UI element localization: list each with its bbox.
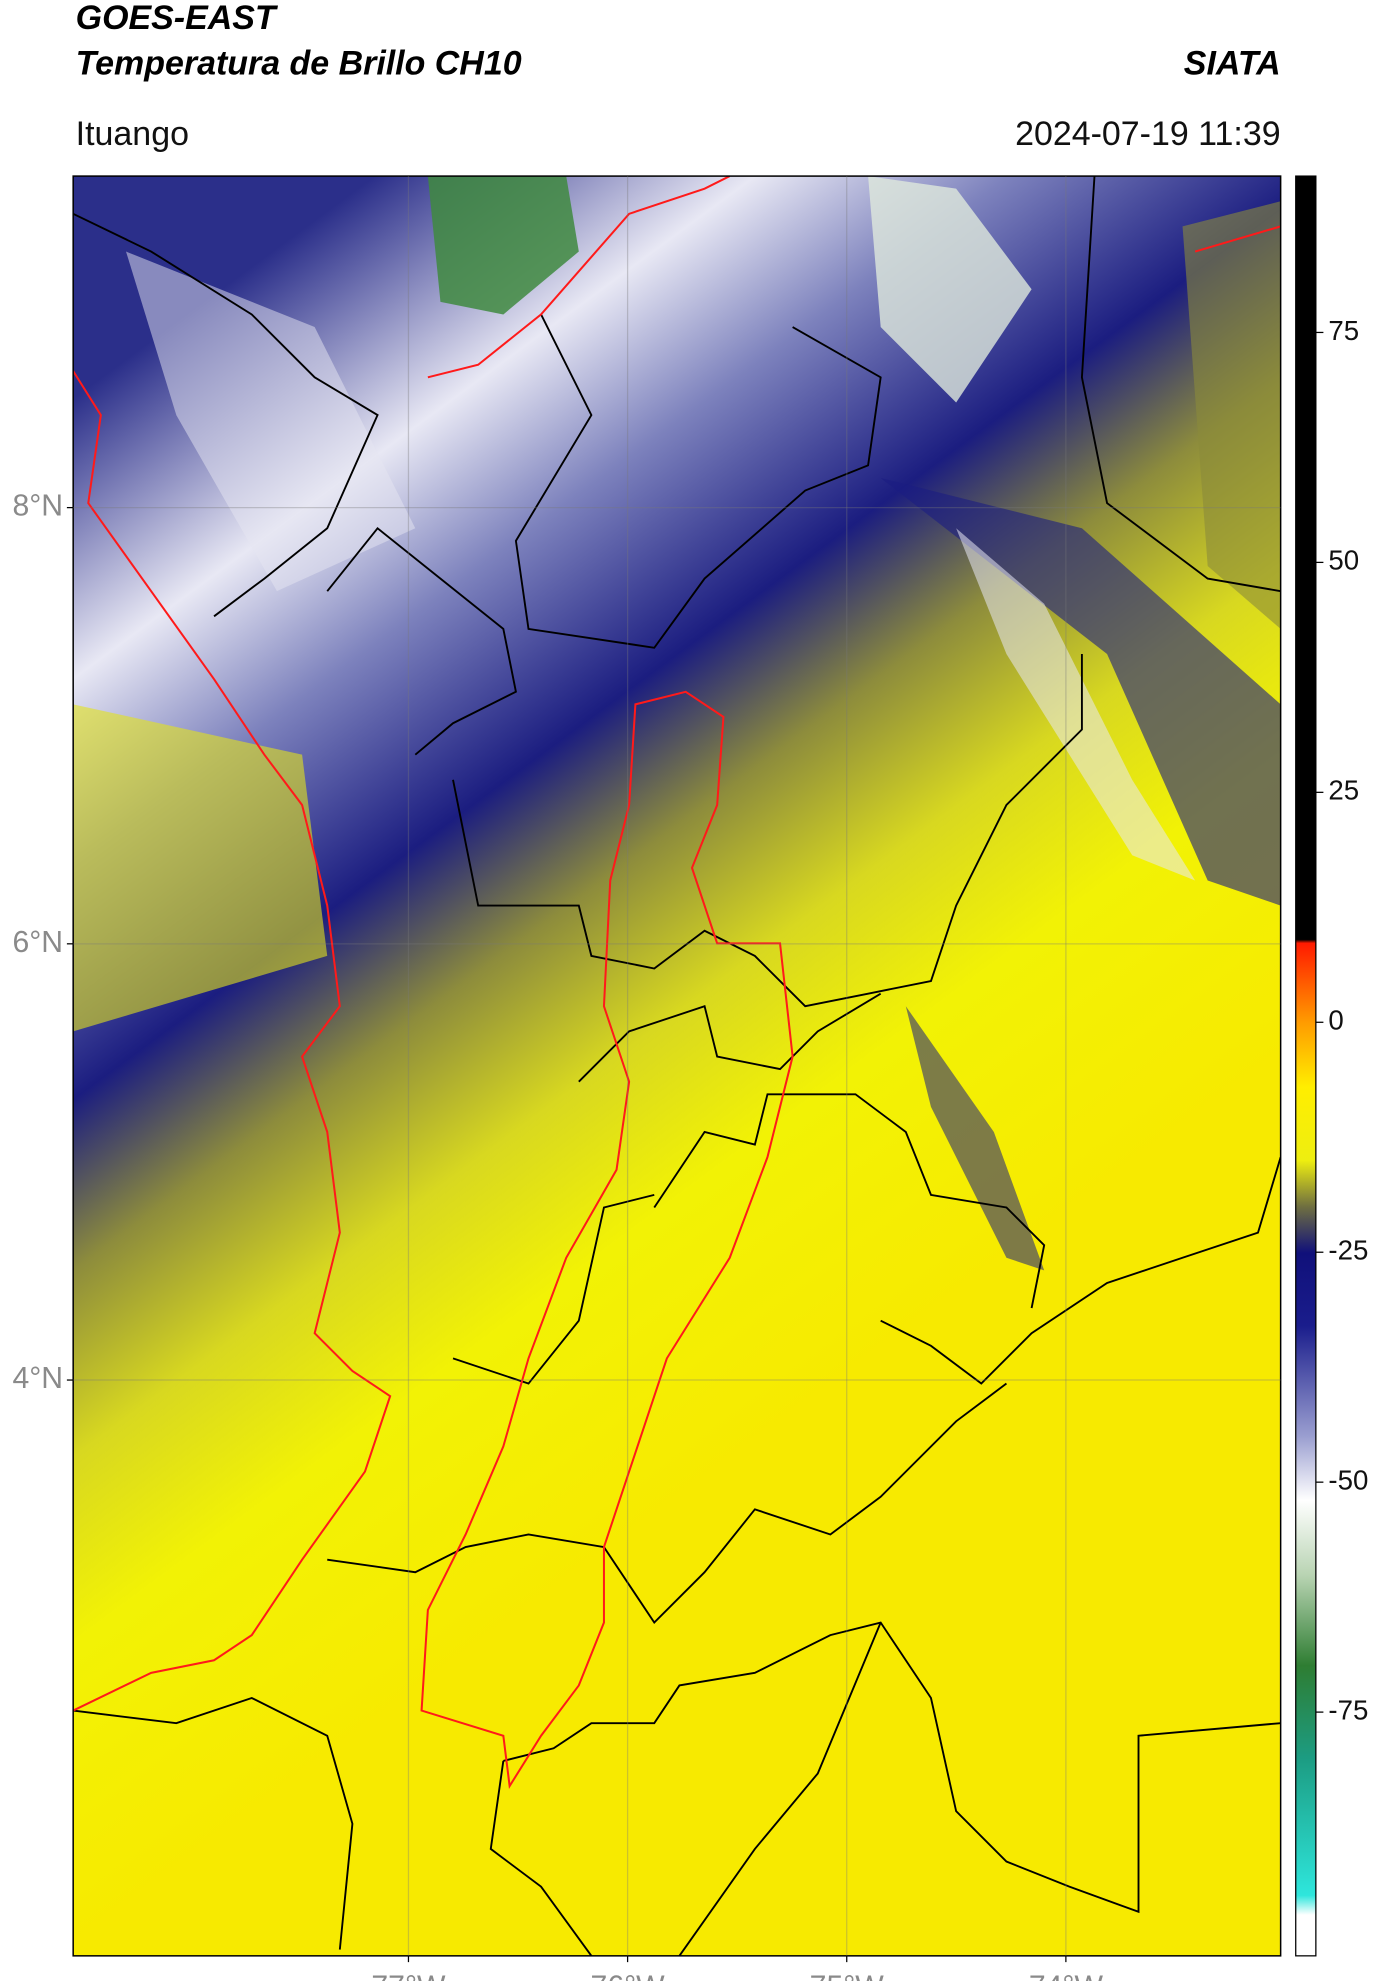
organization: SIATA — [1184, 44, 1281, 82]
colorbar-tick-label: -25 — [1328, 1235, 1368, 1266]
colorbar-tick-label: 75 — [1328, 315, 1359, 346]
subtitle: Temperatura de Brillo CH10 — [76, 44, 522, 82]
y-tick-label: 8°N — [12, 490, 63, 523]
x-tick-label: 75°W — [810, 1971, 885, 1981]
timestamp: 2024-07-19 11:39 — [1015, 115, 1281, 153]
colorbar-tick-label: 25 — [1328, 775, 1359, 806]
map-frame — [72, 175, 1282, 1957]
x-tick-label: 77°W — [371, 1971, 446, 1981]
x-tick-label: 74°W — [1029, 1971, 1104, 1981]
colorbar-tick-label: -50 — [1328, 1464, 1368, 1495]
location: Ituango — [76, 115, 189, 153]
colorbar-tick-label: 0 — [1328, 1005, 1343, 1036]
title: GOES-EAST — [76, 0, 279, 37]
colorbar-tick-label: -75 — [1328, 1694, 1368, 1725]
satellite-image — [73, 176, 1281, 1956]
x-tick-label: 76°W — [591, 1971, 666, 1981]
colorbar-tick-label: 50 — [1328, 545, 1359, 576]
y-tick-label: 4°N — [12, 1362, 63, 1395]
y-tick-label: 6°N — [12, 926, 63, 959]
colorbar — [1295, 175, 1317, 1957]
